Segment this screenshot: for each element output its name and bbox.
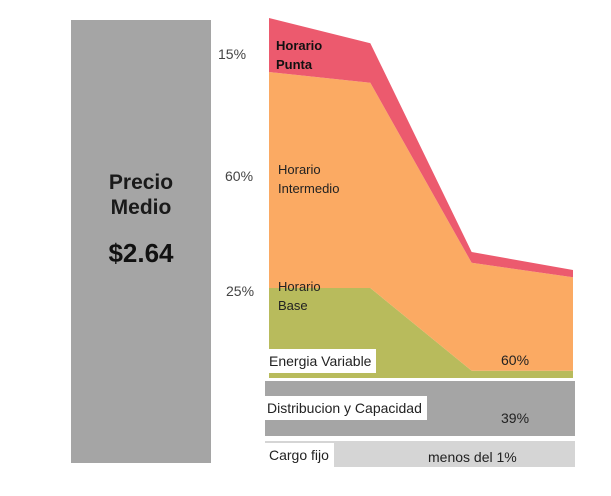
row-label-cargo-fijo: Cargo fijo	[264, 443, 334, 467]
row-value-distribucion: 39%	[501, 410, 530, 426]
percent-label-punta: 15%	[218, 46, 247, 62]
percent-label-base: 25%	[226, 283, 255, 299]
row-value-cargo-fijo: menos del 1%	[428, 449, 517, 465]
row-label-distribucion: Distribucion y Capacidad	[262, 396, 427, 420]
series-label-base: Horario Base	[278, 279, 321, 313]
precio-medio-block: Precio Medio $2.64	[71, 20, 211, 463]
precio-medio-value: $2.64	[108, 238, 174, 268]
area-horario-intermedio	[269, 72, 573, 371]
precio-medio-label: Precio Medio	[108, 171, 174, 219]
series-label-punta: Horario Punta	[276, 38, 323, 72]
percent-label-intermedio: 60%	[225, 168, 254, 184]
row-label-energia-variable: Energia Variable	[264, 349, 377, 373]
series-label-intermedio: Horario Intermedio	[278, 162, 340, 196]
area-horario-punta	[269, 18, 573, 278]
row-value-energia-variable: 60%	[501, 352, 530, 368]
